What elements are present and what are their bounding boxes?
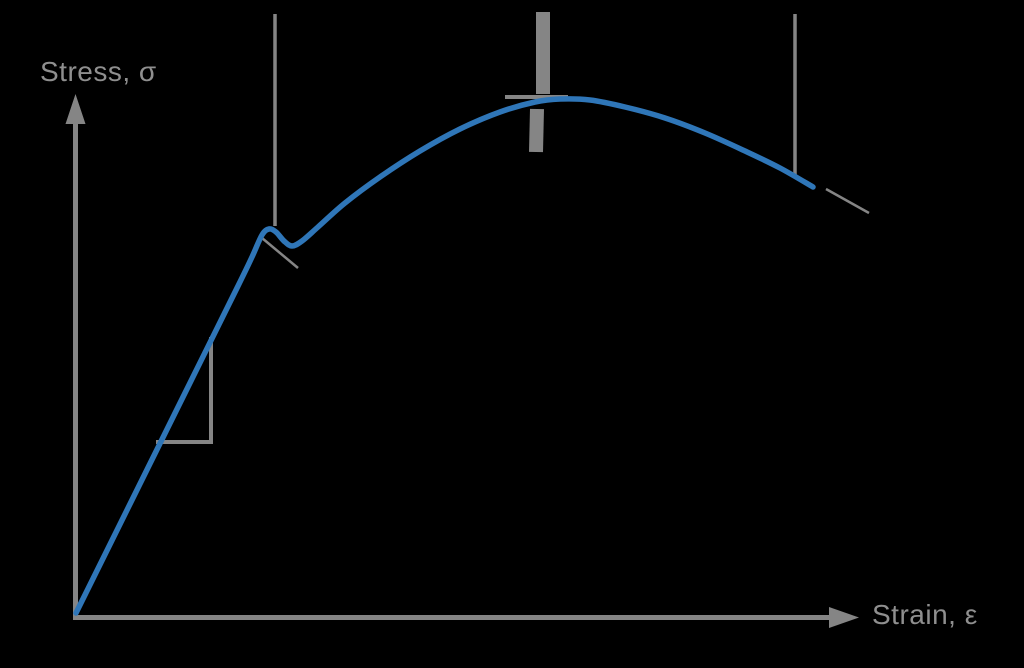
annotations-layer	[156, 12, 870, 444]
y-axis-arrowhead-icon	[65, 94, 86, 124]
x-axis-arrowhead-icon	[829, 607, 859, 628]
stress-strain-curve	[73, 96, 816, 616]
x-axis-label: Strain, ε	[872, 599, 978, 630]
lower-yield-leader-line	[261, 237, 299, 269]
fracture-point-leader-line	[825, 187, 870, 215]
peak-callout-lower-bar	[529, 108, 544, 153]
y-axis-label: Stress, σ	[40, 56, 157, 87]
